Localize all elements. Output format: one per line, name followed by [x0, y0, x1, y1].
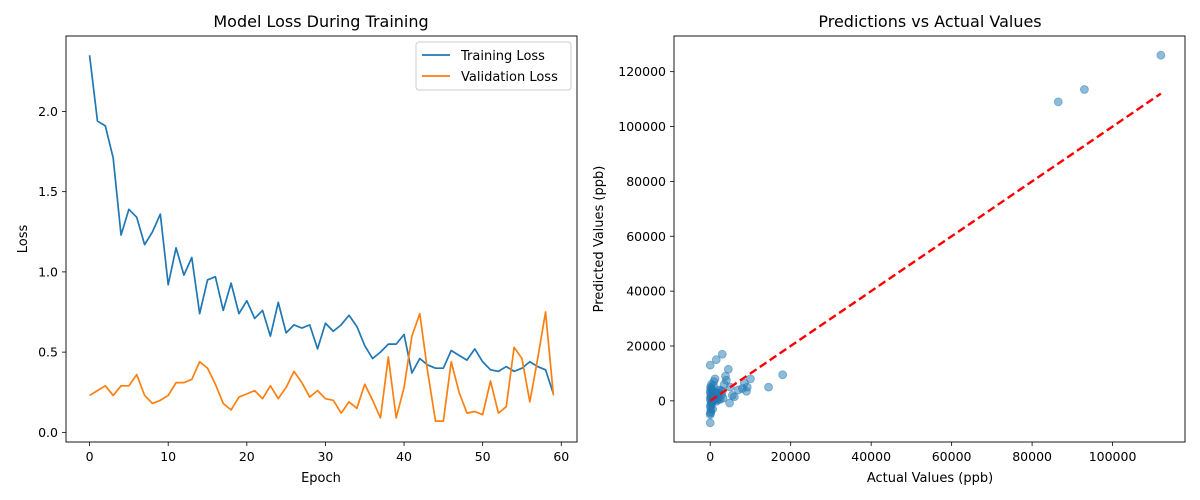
scatter-point — [778, 370, 788, 380]
x-tick-label: 0 — [86, 449, 94, 464]
loss-chart-series — [88, 55, 555, 422]
scatter-chart-x-axis-label: Actual Values (ppb) — [867, 471, 993, 486]
scatter-point — [1156, 50, 1166, 60]
y-tick-label: 1.5 — [38, 184, 58, 199]
scatter-chart-y-axis-label: Predicted Values (ppb) — [592, 166, 607, 313]
legend-validation-label: Validation Loss — [461, 70, 558, 85]
loss-chart-y-axis-label: Loss — [16, 225, 31, 254]
scatter-point — [705, 418, 715, 428]
y-tick-label: 1.0 — [38, 264, 58, 279]
loss-chart-x-axis-label: Epoch — [301, 471, 341, 486]
x-tick-label: 40000 — [851, 449, 891, 464]
scatter-point — [742, 382, 752, 392]
scatter-point — [711, 355, 721, 365]
x-tick-label: 60 — [553, 449, 569, 464]
identity-reference-line — [709, 92, 1162, 402]
loss-chart-ticks: 0 10 20 30 40 50 60 0.0 0.5 1.0 1.5 2.0 — [38, 104, 569, 464]
x-tick-label: 80000 — [1012, 449, 1052, 464]
x-tick-label: 20 — [239, 449, 255, 464]
x-tick-label: 0 — [706, 449, 714, 464]
scatter-point — [1080, 85, 1089, 94]
loss-chart-plot-frame — [65, 35, 578, 443]
scatter-point — [725, 398, 734, 408]
y-tick-label: 2.0 — [38, 104, 58, 119]
y-tick-label: 20000 — [626, 338, 666, 353]
training-loss-line — [88, 55, 555, 395]
scatter-chart-ticks: 0 20000 40000 60000 80000 100000 0 20000 40000 60… — [618, 64, 1136, 464]
x-tick-label: 100000 — [1089, 449, 1137, 464]
y-tick-label: 0 — [658, 393, 666, 408]
scatter-chart-points — [705, 50, 1166, 428]
x-tick-label: 60000 — [932, 449, 972, 464]
scatter-point — [710, 374, 720, 384]
scatter-chart-plot-frame — [673, 35, 1186, 443]
x-tick-label: 30 — [317, 449, 333, 464]
scatter-point — [717, 349, 727, 359]
x-tick-label: 50 — [475, 449, 491, 464]
y-tick-label: 80000 — [626, 174, 666, 189]
y-tick-label: 100000 — [618, 119, 666, 134]
x-tick-label: 20000 — [771, 449, 811, 464]
legend-frame — [415, 41, 572, 91]
scatter-point — [764, 382, 773, 392]
y-tick-label: 60000 — [626, 229, 666, 244]
y-tick-label: 120000 — [618, 64, 666, 79]
loss-chart: Model Loss During Training 0 10 20 30 40 50 60… — [16, 12, 578, 486]
scatter-point — [705, 360, 715, 370]
x-tick-label: 10 — [160, 449, 176, 464]
loss-chart-legend: Training Loss Validation Loss — [415, 41, 572, 91]
scatter-chart: Predictions vs Actual Values 0 20000 40000… — [592, 12, 1186, 486]
scatter-point — [706, 408, 716, 418]
legend-training-label: Training Loss — [460, 49, 545, 64]
y-tick-label: 0.0 — [38, 425, 58, 440]
y-tick-label: 40000 — [626, 284, 666, 299]
scatter-point — [721, 371, 730, 381]
validation-loss-line — [89, 311, 555, 422]
scatter-chart-title: Predictions vs Actual Values — [818, 12, 1041, 31]
x-tick-label: 40 — [396, 449, 412, 464]
scatter-point — [729, 392, 739, 402]
scatter-point — [746, 374, 755, 384]
scatter-point — [1053, 97, 1063, 107]
scatter-point — [706, 400, 716, 410]
y-tick-label: 0.5 — [38, 345, 58, 360]
loss-chart-title: Model Loss During Training — [213, 12, 428, 31]
